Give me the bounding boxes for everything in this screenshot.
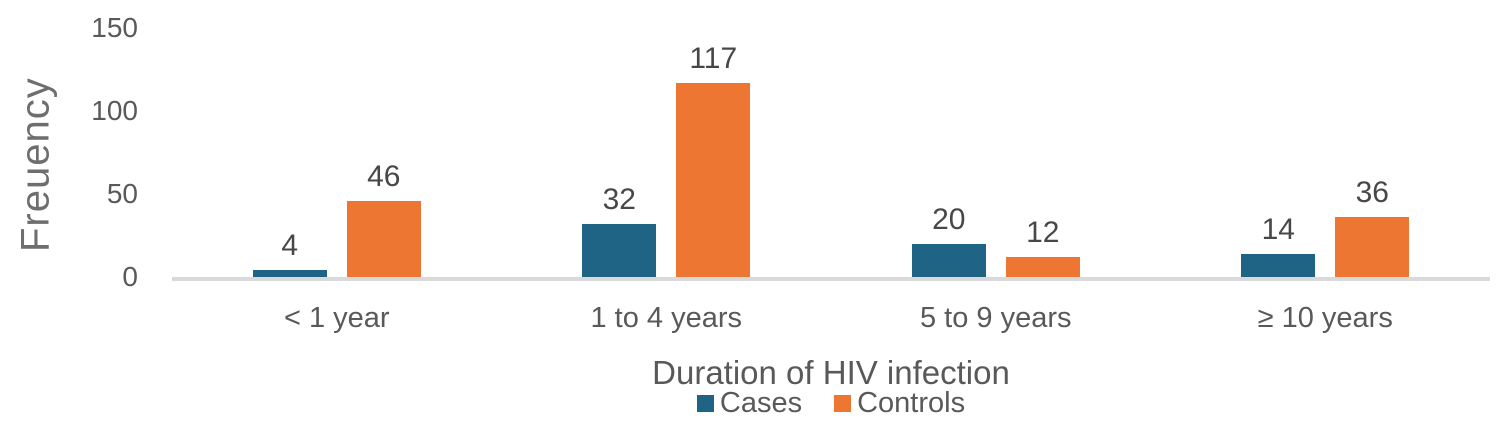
legend-label: Controls [857, 387, 966, 419]
bar-controls: 12 [1005, 216, 1080, 277]
x-axis-line [172, 277, 1490, 281]
data-label: 14 [1261, 212, 1295, 246]
x-axis-title: Duration of HIV infection [652, 354, 1010, 391]
data-label: 4 [281, 229, 299, 263]
y-tick-label: 50 [106, 178, 138, 209]
category-label: 5 to 9 years [919, 302, 1072, 334]
category-label: < 1 year [283, 302, 390, 334]
bar-controls: 117 [676, 42, 751, 277]
data-label: 12 [1026, 216, 1060, 250]
data-label: 20 [932, 202, 966, 236]
bar-group: 4 46 [172, 28, 502, 277]
legend-item-controls: Controls [834, 387, 966, 419]
y-tick-label: 150 [91, 12, 138, 43]
legend-item-cases: Cases [696, 387, 803, 419]
bar-group: 14 36 [1161, 28, 1491, 277]
category-label: 1 to 4 years [590, 302, 743, 334]
y-tick-label: 100 [91, 95, 138, 126]
legend-label: Cases [719, 387, 803, 419]
bar-group: 20 12 [831, 28, 1161, 277]
data-label: 46 [367, 159, 401, 193]
bar-cases: 14 [1241, 213, 1316, 277]
x-axis-category-labels: < 1 year 1 to 4 years 5 to 9 years ≥ 10 yea… [172, 303, 1490, 333]
legend-swatch-controls [834, 394, 852, 412]
data-label: 36 [1355, 176, 1389, 210]
bar-cases: 4 [252, 229, 327, 277]
y-axis-title: Freuency [13, 77, 58, 253]
data-label: 32 [602, 182, 636, 216]
category-label: ≥ 10 years [1257, 302, 1393, 334]
bar-group: 32 117 [502, 28, 832, 277]
plot-area: 4 46 32 117 20 12 14 36 [172, 28, 1490, 277]
y-tick-label: 0 [122, 261, 138, 292]
bar-controls: 36 [1335, 176, 1410, 277]
legend-swatch-cases [696, 394, 714, 412]
legend: Cases Controls [172, 387, 1490, 419]
bar-cases: 20 [911, 203, 986, 277]
bar-controls: 46 [346, 160, 421, 277]
data-label: 117 [689, 41, 738, 75]
bar-cases: 32 [582, 183, 657, 277]
